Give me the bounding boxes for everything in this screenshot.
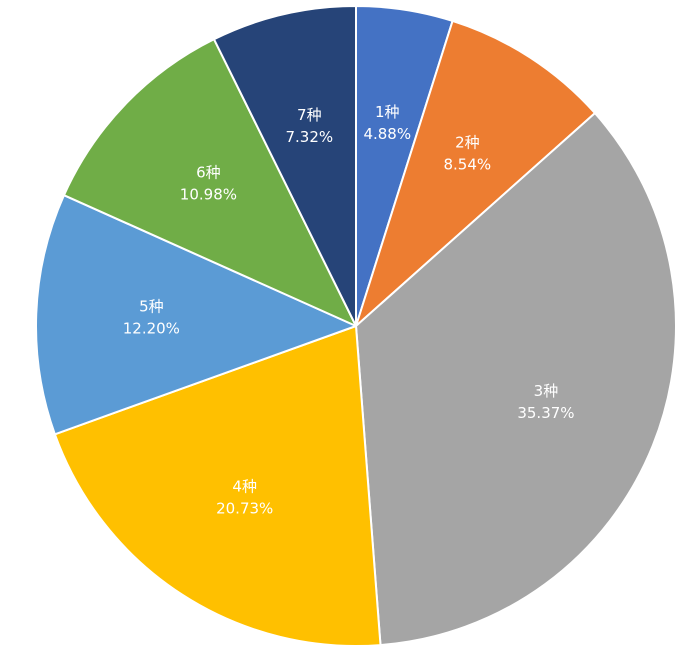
slice-value-1: 4.88% xyxy=(363,125,411,143)
slice-value-4: 20.73% xyxy=(216,499,273,517)
slice-value-2: 8.54% xyxy=(444,156,492,174)
slice-value-6: 10.98% xyxy=(180,186,237,204)
pie-slice-7 xyxy=(212,5,357,327)
pie-slice-3 xyxy=(355,112,677,647)
slice-value-3: 35.37% xyxy=(517,404,574,422)
slice-label-4: 4种 xyxy=(232,477,257,495)
slice-label-2: 2种 xyxy=(455,134,480,152)
labels-layer: 1种 4.88% 2种 8.54% 3种 35.37% 4种 20.73% 5种 12.20% 6种… xyxy=(123,103,575,517)
slice-label-1: 1种 xyxy=(375,103,400,121)
slice-label-7: 7种 xyxy=(297,106,322,124)
slice-label-5: 5种 xyxy=(139,298,164,316)
slice-value-5: 12.20% xyxy=(123,320,180,338)
slices-layer xyxy=(35,5,677,647)
pie-slice-5 xyxy=(35,194,357,436)
slice-label-3: 3种 xyxy=(534,382,559,400)
pie-slice-6 xyxy=(62,38,357,327)
slice-label-6: 6种 xyxy=(196,164,221,182)
pie-slice-2 xyxy=(355,19,596,327)
slice-value-7: 7.32% xyxy=(286,128,334,146)
